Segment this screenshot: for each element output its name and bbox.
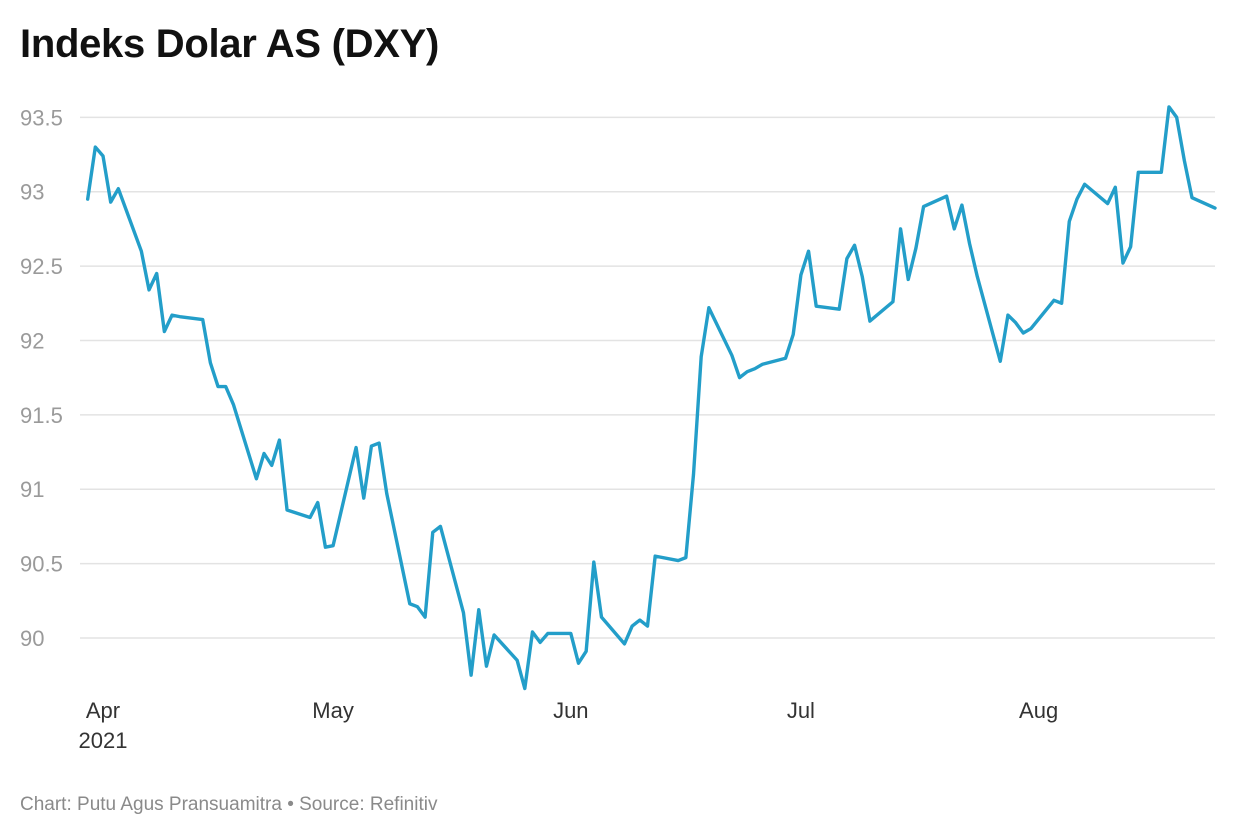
y-tick-label: 93.5: [20, 105, 63, 130]
gridlines: [80, 116, 1215, 639]
y-tick-label: 91.5: [20, 403, 63, 428]
x-tick-label: May: [312, 698, 354, 723]
x-axis-ticks: Apr 2021 May Jun Jul Aug: [79, 698, 1059, 753]
y-tick-label: 90: [20, 626, 44, 651]
y-tick-label: 93: [20, 180, 44, 205]
y-tick-label: 90.5: [20, 552, 63, 577]
y-tick-label: 92.5: [20, 254, 63, 279]
x-tick-label: Jul: [787, 698, 815, 723]
chart-footer: Chart: Putu Agus Pransuamitra • Source: …: [20, 794, 438, 815]
x-tick-label: Jun: [553, 698, 588, 723]
y-tick-label: 92: [20, 328, 44, 353]
series-line: [85, 105, 1217, 691]
chart-title: Indeks Dolar AS (DXY): [20, 22, 439, 66]
line-chart: 90 90.5 91 91.5 92 92.5 93 93.5 Apr 2021 May Jun Ju…: [20, 105, 1217, 753]
y-tick-label: 91: [20, 477, 44, 502]
x-tick-label: Aug: [1019, 698, 1058, 723]
x-tick-sublabel: 2021: [79, 728, 128, 753]
x-tick-label: Apr: [86, 698, 120, 723]
y-axis-ticks: 90 90.5 91 91.5 92 92.5 93 93.5: [20, 105, 63, 651]
